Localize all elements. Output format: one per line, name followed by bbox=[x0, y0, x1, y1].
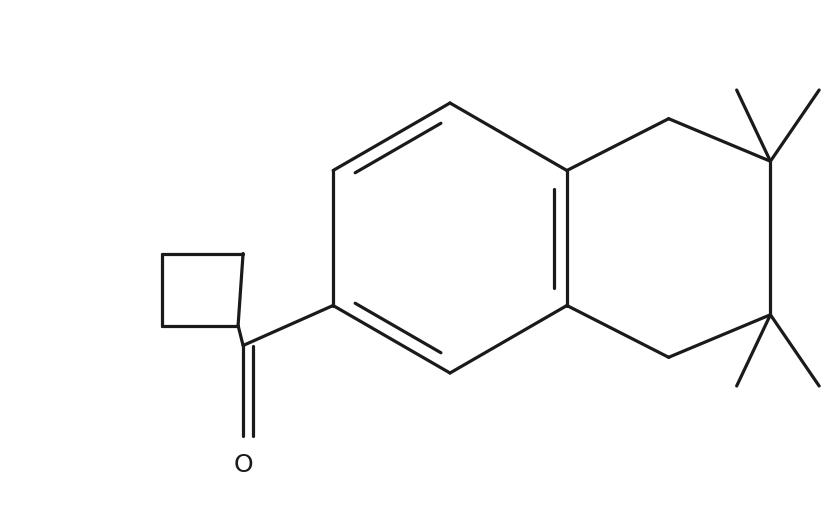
Text: O: O bbox=[233, 453, 253, 478]
